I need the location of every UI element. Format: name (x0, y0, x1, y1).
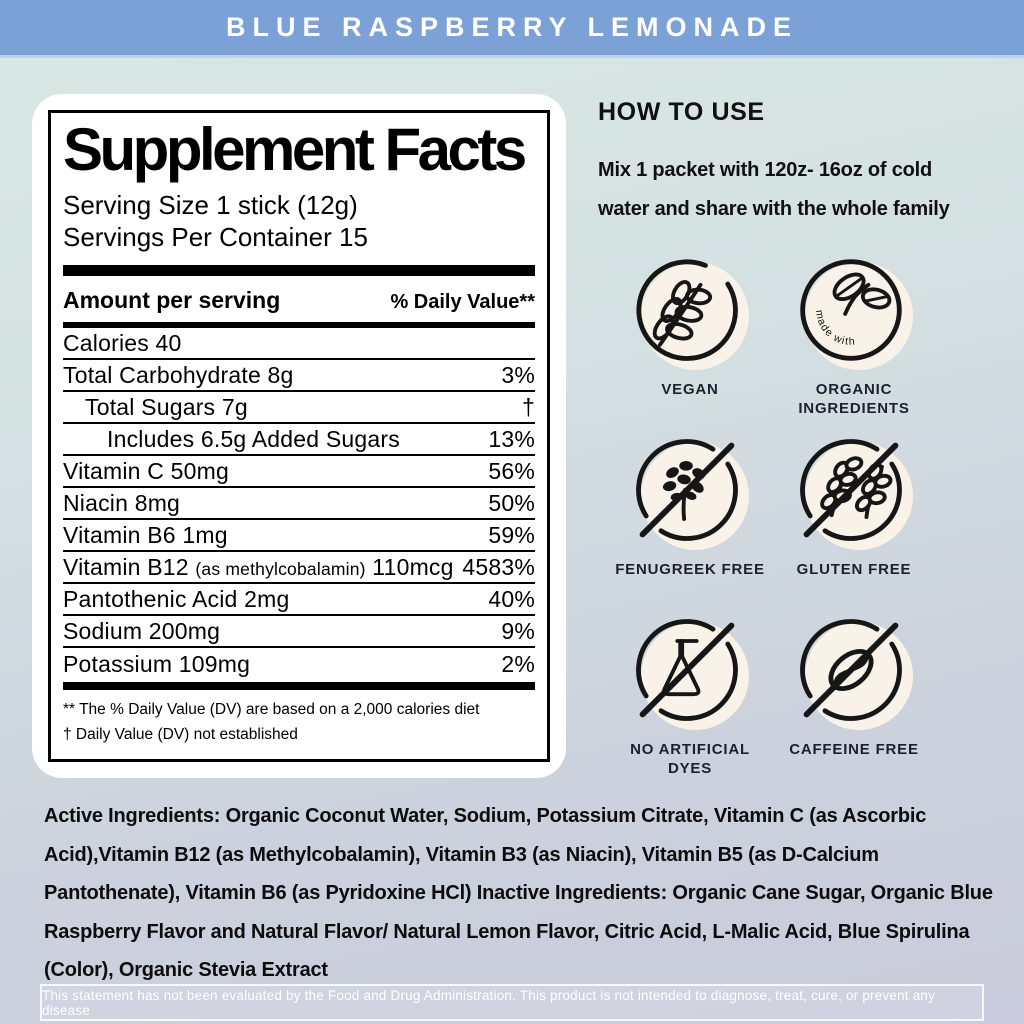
badge-label: ORGANIC INGREDIENTS (798, 381, 910, 417)
svg-text:made with: made with (813, 309, 856, 348)
flavor-banner: BLUE RASPBERRY LEMONADE (0, 0, 1024, 58)
how-to-use-body: Mix 1 packet with 120z- 16oz of cold wat… (598, 159, 950, 220)
table-row: Vitamin B6 1mg 59% (63, 520, 535, 552)
badge-fenugreek-free: FENUGREEK FREE (615, 432, 765, 612)
footnote-dagger: † Daily Value (DV) not established (63, 726, 298, 743)
fenugreek-crossed-icon (636, 439, 738, 541)
row-label: Niacin 8mg (63, 489, 181, 516)
row-label: Potassium 109mg (63, 650, 251, 677)
badge-label: NO ARTIFICIAL DYES (630, 741, 750, 777)
row-label-note: (as methylcobalamin) (195, 558, 366, 579)
vegan-leaf-icon (636, 259, 738, 361)
divider (63, 682, 535, 690)
row-value: 59% (488, 521, 535, 548)
supplement-facts-title: Supplement Facts (63, 116, 527, 183)
row-value: 50% (488, 489, 535, 516)
row-label: Calories 40 (63, 329, 182, 356)
servings-per-container: Servings Per Container 15 (63, 222, 368, 252)
footnote-daily-value: ** The % Daily Value (DV) are based on a… (63, 701, 480, 718)
wheat-crossed-icon (800, 439, 902, 541)
ingredients-text: Active Ingredients: Organic Coconut Wate… (44, 805, 993, 981)
table-row: Niacin 8mg 50% (63, 488, 535, 520)
fda-disclaimer: This statement has not been evaluated by… (40, 984, 984, 1021)
badge-label: FENUGREEK FREE (615, 561, 765, 578)
supplement-facts-card: Supplement Facts Serving Size 1 stick (1… (32, 94, 566, 778)
table-row: Total Carbohydrate 8g 3% (63, 360, 535, 392)
table-row: Pantothenic Acid 2mg 40% (63, 584, 535, 616)
row-label: Total Carbohydrate 8g (63, 361, 294, 388)
flask-crossed-icon (636, 619, 738, 721)
feature-badges: VEGAN made with (608, 252, 936, 792)
row-value: † (522, 393, 535, 420)
badge-label: VEGAN (661, 381, 719, 398)
fda-disclaimer-text: This statement has not been evaluated by… (42, 987, 936, 1018)
row-label: Sodium 200mg (63, 617, 221, 644)
divider (63, 322, 535, 328)
row-value: 4583% (462, 553, 535, 580)
badge-no-artificial-dyes: NO ARTIFICIAL DYES (615, 612, 765, 792)
row-amount: 110mcg (372, 553, 454, 580)
badge-label: CAFFEINE FREE (789, 741, 919, 758)
table-row: Vitamin B12 (as methylcobalamin) 110mcg … (63, 552, 535, 584)
row-label: Pantothenic Acid 2mg (63, 585, 290, 612)
table-row: Includes 6.5g Added Sugars 13% (63, 424, 535, 456)
row-label: Vitamin C 50mg (63, 457, 230, 484)
row-value: 56% (488, 457, 535, 484)
badge-gluten-free: GLUTEN FREE (793, 432, 915, 612)
badge-organic-ingredients: made with ORGANIC INGREDIENTS (779, 252, 929, 432)
row-label: Includes 6.5g Added Sugars (107, 425, 400, 452)
coffee-bean-crossed-icon (800, 619, 902, 721)
flavor-title: BLUE RASPBERRY LEMONADE (225, 12, 799, 42)
table-row: Total Sugars 7g † (63, 392, 535, 424)
row-label: Vitamin B6 1mg (63, 521, 228, 548)
row-value: 3% (501, 361, 535, 388)
table-row: Potassium 109mg 2% (63, 648, 535, 680)
row-value: 13% (488, 425, 535, 452)
badge-caffeine-free: CAFFEINE FREE (789, 612, 919, 792)
table-header: Amount per serving % Daily Value** (63, 280, 535, 319)
organic-leaves-icon: made with (800, 259, 902, 361)
daily-value-header: % Daily Value** (390, 291, 535, 313)
row-label: Vitamin B12 (as methylcobalamin) 110mcg (63, 553, 454, 580)
amount-per-serving-header: Amount per serving (63, 287, 281, 313)
badge-vegan: VEGAN (629, 252, 751, 432)
how-to-use-title: HOW TO USE (598, 98, 765, 126)
row-label: Total Sugars 7g (85, 393, 248, 420)
badge-label: GLUTEN FREE (796, 561, 912, 578)
serving-size: Serving Size 1 stick (12g) (63, 190, 358, 220)
table-row: Vitamin C 50mg 56% (63, 456, 535, 488)
table-row: Sodium 200mg 9% (63, 616, 535, 648)
divider (63, 265, 535, 276)
how-to-use-section: HOW TO USE Mix 1 packet with 120z- 16oz … (598, 98, 1008, 229)
row-value: 2% (501, 650, 535, 677)
row-value: 40% (488, 585, 535, 612)
supplement-facts-box: Supplement Facts Serving Size 1 stick (1… (48, 110, 550, 762)
row-value: 9% (501, 617, 535, 644)
table-row: Calories 40 (63, 328, 535, 360)
